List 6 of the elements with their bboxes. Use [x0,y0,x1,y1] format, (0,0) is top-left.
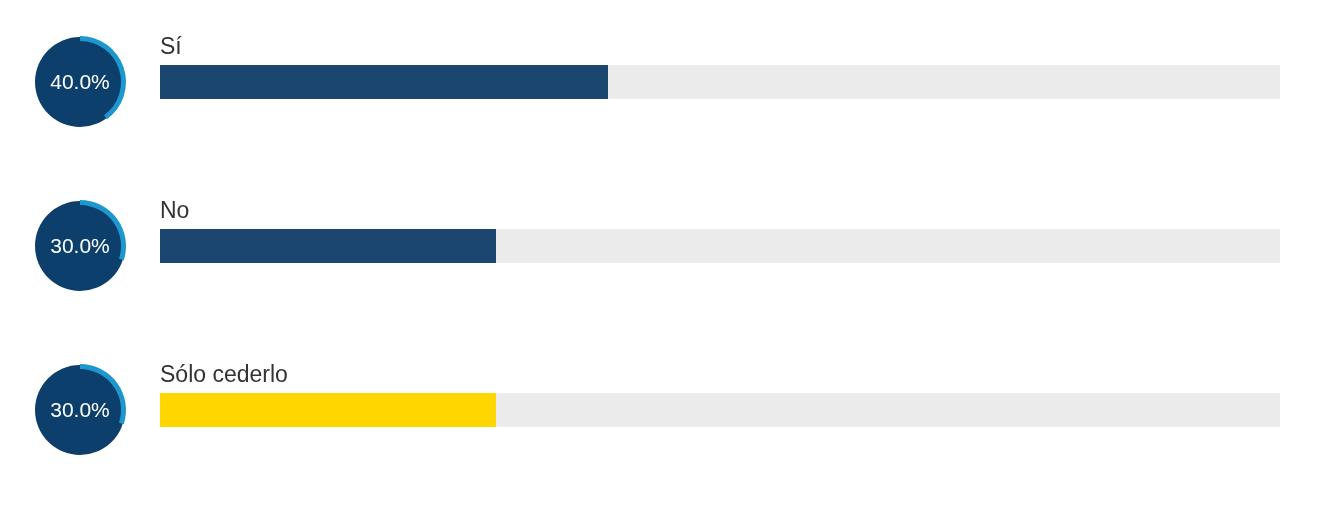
y-tick-label: Sí [160,33,183,59]
y-tick-label: Sólo cederlo [160,361,288,387]
data-label: 40.0% [50,70,110,93]
y-tick-label: No [160,197,190,223]
data-label: 30.0% [50,234,110,257]
data-label: 30.0% [50,398,110,421]
